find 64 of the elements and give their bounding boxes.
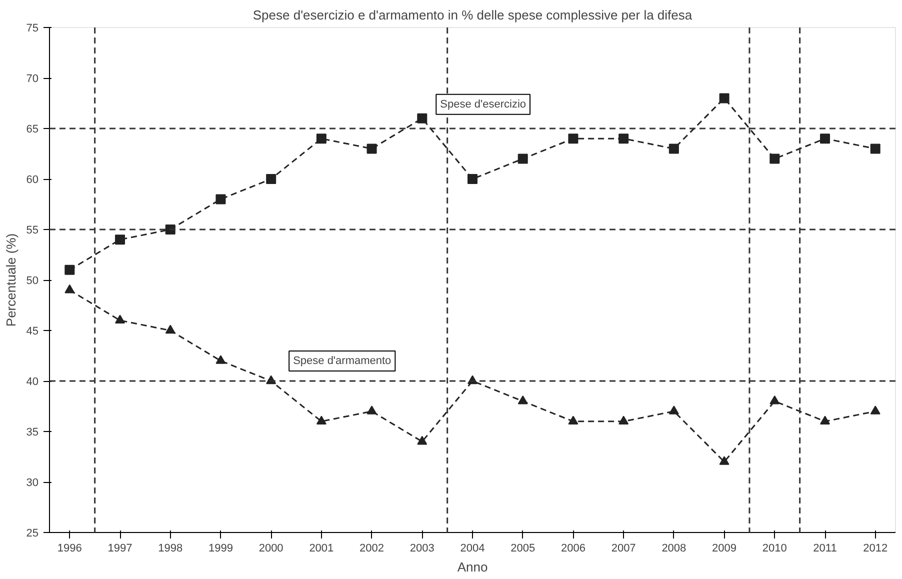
y-tick-label: 70 xyxy=(26,73,39,85)
x-tick-label: 2001 xyxy=(309,542,334,554)
chart-title: Spese d'esercizio e d'armamento in % delle spese complessive per la difesa xyxy=(252,8,693,22)
point xyxy=(820,416,830,424)
point xyxy=(719,93,730,104)
x-tick-label: 2002 xyxy=(360,542,384,554)
point xyxy=(518,396,528,404)
x-axis-title: Anno xyxy=(457,560,488,574)
x-tick-label: 1996 xyxy=(57,542,82,554)
point xyxy=(165,324,176,334)
y-tick-label: 35 xyxy=(26,426,39,438)
x-tick-label: 1998 xyxy=(158,542,183,554)
x-tick-label: 2010 xyxy=(762,542,787,554)
x-tick-label: 1999 xyxy=(208,542,233,554)
point xyxy=(115,314,125,324)
y-tick-label: 55 xyxy=(26,224,39,236)
x-tick-label: 2007 xyxy=(611,542,636,554)
x-tick-label: 2009 xyxy=(712,542,737,554)
point xyxy=(468,174,478,184)
y-tick-label: 30 xyxy=(26,477,39,489)
y-axis-title: Percentuale (%) xyxy=(3,233,18,327)
y-tick-label: 75 xyxy=(26,22,39,34)
x-tick-label: 2000 xyxy=(258,542,284,554)
point xyxy=(216,194,226,204)
point xyxy=(417,436,428,445)
point xyxy=(115,234,125,245)
point xyxy=(770,154,780,164)
x-tick-label: 2004 xyxy=(460,542,485,554)
point xyxy=(568,134,578,144)
x-tick-label: 2005 xyxy=(510,542,536,554)
point xyxy=(64,284,75,294)
y-tick-label: 50 xyxy=(26,275,39,287)
y-tick-label: 40 xyxy=(26,376,39,388)
point xyxy=(64,264,75,275)
point xyxy=(770,396,780,404)
point xyxy=(668,144,679,154)
x-tick-label: 2008 xyxy=(662,542,686,554)
point xyxy=(820,134,830,144)
point xyxy=(316,134,326,144)
point xyxy=(618,416,629,424)
point xyxy=(266,174,276,184)
y-tick-label: 45 xyxy=(26,326,39,338)
text: Spese d'armamento xyxy=(293,355,392,367)
y-tick-label: 60 xyxy=(26,174,39,186)
x-tick-label: 2012 xyxy=(863,542,888,554)
point xyxy=(216,355,226,364)
point xyxy=(366,144,377,154)
point xyxy=(668,406,679,414)
point xyxy=(518,154,528,164)
y-tick-label: 65 xyxy=(26,124,39,136)
point xyxy=(618,134,629,144)
point xyxy=(366,406,377,414)
point xyxy=(417,113,428,124)
x-tick-label: 2003 xyxy=(410,542,434,554)
x-tick-label: 1997 xyxy=(108,542,132,554)
point xyxy=(870,144,880,154)
x-tick-label: 2006 xyxy=(560,542,586,554)
point xyxy=(568,416,578,424)
y-tick-label: 25 xyxy=(26,528,39,540)
point xyxy=(316,416,326,424)
point xyxy=(719,456,730,465)
x-tick-label: 2011 xyxy=(813,542,837,554)
series-label: Spese d'esercizio xyxy=(440,98,526,110)
point xyxy=(870,406,880,414)
